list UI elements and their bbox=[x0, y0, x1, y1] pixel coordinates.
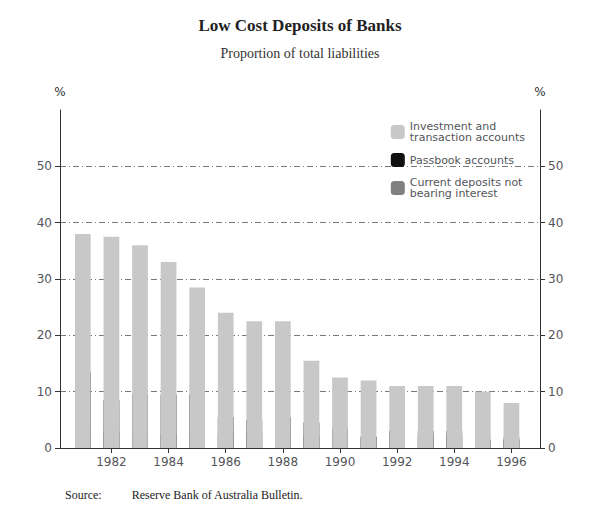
svg-text:0: 0 bbox=[44, 441, 52, 455]
svg-text:Proportion of total liabilitie: Proportion of total liabilities bbox=[220, 46, 379, 61]
svg-text:10: 10 bbox=[37, 385, 52, 399]
svg-text:40: 40 bbox=[37, 216, 52, 230]
svg-text:1986: 1986 bbox=[210, 455, 241, 469]
svg-text:1994: 1994 bbox=[439, 455, 470, 469]
svg-text:20: 20 bbox=[37, 328, 52, 342]
svg-text:0: 0 bbox=[548, 441, 556, 455]
svg-text:Passbook accounts: Passbook accounts bbox=[410, 154, 514, 167]
svg-text:1982: 1982 bbox=[96, 455, 127, 469]
svg-text:40: 40 bbox=[548, 216, 563, 230]
svg-text:1992: 1992 bbox=[382, 455, 413, 469]
svg-text:Investment and: Investment and bbox=[409, 120, 497, 133]
svg-text:Current deposits not: Current deposits not bbox=[409, 176, 523, 189]
svg-text:Source: Reserve Bank: Source: Reserve Bank of Australia Bullet… bbox=[65, 488, 303, 502]
svg-text:30: 30 bbox=[548, 272, 563, 286]
svg-text:%: % bbox=[54, 85, 65, 99]
svg-text:20: 20 bbox=[548, 328, 563, 342]
svg-text:Low Cost Deposits of Banks: Low Cost Deposits of Banks bbox=[198, 16, 401, 35]
svg-text:1990: 1990 bbox=[325, 455, 356, 469]
svg-text:30: 30 bbox=[37, 272, 52, 286]
svg-text:50: 50 bbox=[548, 159, 563, 173]
svg-text:1988: 1988 bbox=[268, 455, 299, 469]
svg-text:50: 50 bbox=[37, 159, 52, 173]
svg-text:1984: 1984 bbox=[153, 455, 184, 469]
svg-text:10: 10 bbox=[548, 385, 563, 399]
svg-text:bearing interest: bearing interest bbox=[410, 187, 498, 200]
svg-text:%: % bbox=[534, 85, 545, 99]
svg-text:transaction accounts: transaction accounts bbox=[410, 131, 525, 144]
svg-text:1996: 1996 bbox=[496, 455, 527, 469]
